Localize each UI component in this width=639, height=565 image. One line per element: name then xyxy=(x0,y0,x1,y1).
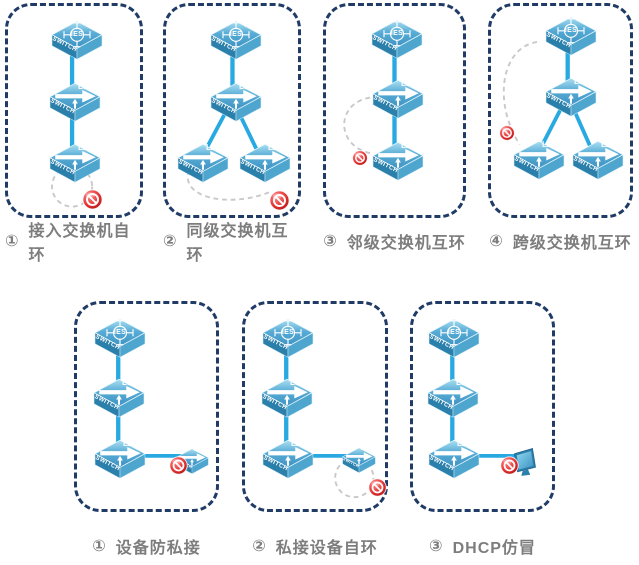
switch-type-label: L2 xyxy=(361,446,368,452)
switch-l2: L2 SWITCH xyxy=(94,439,146,480)
prohibited-icon xyxy=(269,190,290,211)
switch-type-label: L3 xyxy=(78,82,88,91)
prohibited-icon xyxy=(500,456,519,475)
caption-dhcp-spoofing: ③ DHCP仿冒 xyxy=(410,534,555,558)
switch-type-label: L2 xyxy=(268,143,278,152)
caption-number: ① xyxy=(92,538,107,555)
switch-type-label: IES xyxy=(70,31,84,38)
panel-dhcp-spoofing: IES SWITCH L3 SWITCH L2 SWITCH xyxy=(410,301,555,512)
switch-type-label: L2 xyxy=(78,143,88,152)
switch-type-label: L3 xyxy=(401,79,411,88)
switch-ies: IES SWITCH xyxy=(262,318,314,359)
switch-l2-right: L2 SWITCH xyxy=(572,140,624,181)
caption-text: 跨级交换机互环 xyxy=(512,235,632,252)
prohibited-icon xyxy=(352,150,368,166)
switch-type-label: IES xyxy=(281,329,295,336)
panel-cross-level-switch-loop: IES SWITCH L3 SWITCH L2 SWITCH L2 SWITCH xyxy=(488,3,633,218)
caption-number: ② xyxy=(163,233,178,250)
switch-type-label: IES xyxy=(447,329,461,336)
switch-l2-private: L2 SWITCH xyxy=(175,447,209,475)
caption-text: 设备防私接 xyxy=(115,540,201,557)
caption-cross-level-switch-loop: ④ 跨级交换机互环 xyxy=(488,229,633,253)
switch-l2: L2 SWITCH xyxy=(372,141,424,182)
switch-ies: IES SWITCH xyxy=(51,20,103,61)
caption-access-switch-self-loop: ① 接入交换机自环 xyxy=(5,223,143,264)
switch-type-label: L2 xyxy=(291,439,301,448)
switch-type-label: L2 xyxy=(457,439,467,448)
caption-text: DHCP仿冒 xyxy=(452,540,536,557)
switch-l2-private: L2 SWITCH xyxy=(342,446,376,474)
loop-dashed-arc xyxy=(186,169,270,201)
caption-text: 接入交换机自环 xyxy=(28,223,131,264)
panel-adjacent-switch-loop: IES SWITCH L3 SWITCH L2 SWITCH xyxy=(323,3,466,218)
switch-l3: L3 SWITCH xyxy=(49,82,101,123)
caption-text: 邻级交换机互环 xyxy=(346,235,466,252)
switch-ies: IES SWITCH xyxy=(428,318,480,359)
caption-number: ② xyxy=(252,538,267,555)
caption-number: ④ xyxy=(489,233,504,250)
switch-type-label: L2 xyxy=(194,447,201,453)
loop-dashed-arc xyxy=(343,96,371,155)
caption-number: ③ xyxy=(323,233,338,250)
caption-device-anti-private-connection: ① 设备防私接 xyxy=(74,534,219,558)
caption-text: 私接设备自环 xyxy=(275,540,378,557)
switch-type-label: L2 xyxy=(401,141,411,150)
switch-l2: L2 SWITCH xyxy=(262,439,314,480)
caption-adjacent-switch-loop: ③ 邻级交换机互环 xyxy=(323,229,466,253)
panel-access-switch-self-loop: IES SWITCH L3 SWITCH L2 SWITCH xyxy=(5,3,143,218)
switch-type-label: L2 xyxy=(123,439,133,448)
switch-l3: L3 SWITCH xyxy=(545,77,597,118)
switch-l3: L3 SWITCH xyxy=(210,82,262,123)
caption-number: ③ xyxy=(429,538,444,555)
switch-type-label: IES xyxy=(564,27,578,34)
switch-type-label: IES xyxy=(390,30,404,37)
switch-l3: L3 SWITCH xyxy=(93,378,145,419)
switch-l2-left: L2 SWITCH xyxy=(513,140,565,181)
switch-l3: L3 SWITCH xyxy=(427,378,479,419)
switch-type-label: L3 xyxy=(290,378,300,387)
prohibited-icon xyxy=(368,478,387,497)
switch-type-label: L3 xyxy=(122,378,132,387)
switch-l3: L3 SWITCH xyxy=(372,79,424,120)
self-loop-dashed-circle xyxy=(51,165,94,208)
switch-type-label: L2 xyxy=(601,140,611,149)
switch-l2: L2 SWITCH xyxy=(428,439,480,480)
panel-private-device-self-loop: IES SWITCH L3 SWITCH L2 SWITCH L2 SWITCH xyxy=(242,301,388,512)
switch-ies: IES SWITCH xyxy=(94,318,146,359)
switch-l2-left: L2 SWITCH xyxy=(177,143,229,184)
caption-number: ① xyxy=(5,233,20,250)
panel-device-anti-private-connection: IES SWITCH L3 SWITCH L2 SWITCH L2 SWITCH xyxy=(74,301,219,512)
caption-text: 同级交换机互环 xyxy=(186,223,289,264)
switch-type-label: IES xyxy=(113,329,127,336)
switch-type-label: L3 xyxy=(239,82,249,91)
switch-type-label: L3 xyxy=(574,77,584,86)
caption-peer-switch-loop: ② 同级交换机互环 xyxy=(163,223,301,264)
switch-type-label: IES xyxy=(229,31,243,38)
switch-ies: IES SWITCH xyxy=(545,16,597,57)
switch-ies: IES SWITCH xyxy=(210,20,262,61)
switch-type-label: L2 xyxy=(542,140,552,149)
switch-type-label: L2 xyxy=(206,143,216,152)
switch-l2: L2 SWITCH xyxy=(49,143,101,184)
switch-l2-right: L2 SWITCH xyxy=(239,143,291,184)
prohibited-icon xyxy=(169,456,188,475)
caption-private-device-self-loop: ② 私接设备自环 xyxy=(242,534,388,558)
prohibited-icon xyxy=(499,125,515,141)
panel-peer-switch-loop: IES SWITCH L3 SWITCH L2 SWITCH L2 SWITCH xyxy=(163,3,301,218)
switch-l3: L3 SWITCH xyxy=(261,378,313,419)
prohibited-icon xyxy=(82,189,103,210)
switch-ies: IES SWITCH xyxy=(371,19,423,60)
switch-type-label: L3 xyxy=(456,378,466,387)
